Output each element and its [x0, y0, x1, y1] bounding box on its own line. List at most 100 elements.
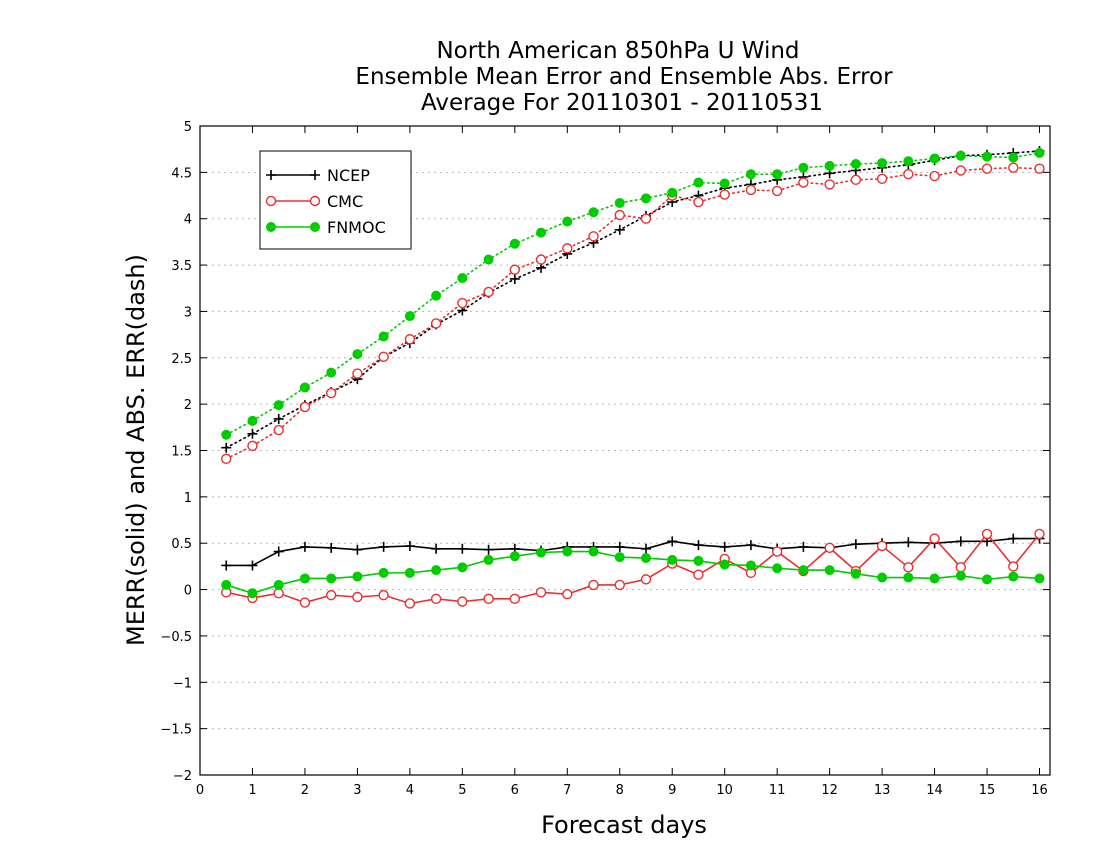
y-tick-label: −0.5: [160, 630, 192, 645]
fnmoc-merr-point: [299, 573, 310, 584]
ncep-merr-line: [226, 537, 1040, 567]
fnmoc-merr-point: [1034, 573, 1045, 584]
fnmoc-merr-point: [640, 553, 651, 564]
ncep-merr-point: [798, 541, 809, 552]
cmc-merr-point: [640, 574, 652, 585]
fnmoc-merr-point: [273, 579, 284, 590]
y-tick-label: −1: [173, 676, 192, 691]
legend-marker: [266, 170, 276, 180]
fnmoc-merr-point: [982, 574, 993, 585]
fnmoc-merr-point: [562, 546, 573, 557]
ncep-merr-point: [299, 541, 310, 552]
y-tick-label: 4.5: [171, 166, 192, 181]
cmc-merr-point: [981, 528, 993, 540]
fnmoc-merr-point: [457, 562, 468, 573]
cmc-abs-err-point: [430, 318, 442, 329]
fnmoc-abs-err-point: [667, 187, 678, 198]
legend-label: FNMOC: [327, 218, 386, 237]
y-tick-label: 5: [184, 120, 192, 135]
fnmoc-merr-point: [877, 572, 888, 583]
title-line-1: North American 850hPa U Wind: [436, 38, 799, 64]
x-tick-label: 15: [979, 783, 996, 798]
cmc-merr-point: [457, 596, 468, 607]
series-layer: [221, 146, 1045, 609]
cmc-merr-point: [352, 591, 363, 603]
cmc-merr-point: [562, 589, 573, 600]
cmc-merr-point: [955, 562, 967, 573]
cmc-abs-err-point: [981, 163, 993, 174]
y-tick-label: −1.5: [160, 723, 192, 738]
x-tick-label: 3: [353, 783, 361, 798]
fnmoc-abs-err-point: [562, 216, 573, 227]
fnmoc-abs-err-point: [326, 367, 337, 378]
fnmoc-merr-point: [221, 579, 232, 590]
cmc-abs-err-point: [378, 351, 389, 363]
fnmoc-abs-err-point: [457, 273, 468, 284]
cmc-abs-err-point: [955, 165, 967, 176]
fnmoc-abs-err-point: [509, 238, 520, 249]
cmc-abs-err-point: [771, 185, 783, 197]
x-tick-label: 12: [821, 783, 838, 798]
cmc-abs-err-point: [903, 169, 914, 180]
cmc-merr-point: [404, 598, 416, 609]
cmc-merr-point: [588, 579, 599, 591]
fnmoc-merr-point: [929, 573, 940, 584]
fnmoc-merr-point: [326, 573, 337, 584]
fnmoc-abs-err-point: [877, 158, 888, 169]
cmc-merr-point: [273, 588, 284, 599]
cmc-abs-err-point: [352, 368, 363, 379]
cmc-abs-err-point: [850, 174, 862, 185]
ncep-merr-point: [404, 540, 415, 551]
y-tick-label: 3: [184, 305, 192, 320]
ncep-merr-point: [221, 560, 232, 571]
ncep-abs-err-point: [273, 413, 284, 424]
cmc-merr-point: [929, 533, 940, 544]
fnmoc-abs-err-point: [745, 169, 756, 180]
cmc-merr-point: [325, 589, 337, 601]
fnmoc-abs-err-point: [483, 254, 494, 265]
fnmoc-abs-err-point: [824, 160, 835, 171]
cmc-abs-err-point: [273, 424, 284, 436]
ncep-merr-point: [326, 542, 337, 553]
legend: NCEP CMC FNMOC: [259, 150, 412, 250]
fnmoc-merr-point: [772, 563, 783, 574]
fnmoc-merr-point: [693, 555, 704, 566]
ncep-merr-point: [614, 541, 625, 552]
cmc-merr-point: [876, 540, 888, 552]
fnmoc-merr-point: [903, 572, 914, 583]
legend-marker: [265, 195, 277, 207]
cmc-abs-err-point: [614, 209, 625, 221]
y-tick-label: 0: [184, 584, 192, 599]
fnmoc-merr-point: [850, 568, 861, 579]
fnmoc-merr-point: [588, 546, 599, 557]
x-tick-label: 16: [1031, 783, 1048, 798]
x-tick-label: 1: [248, 783, 256, 798]
fnmoc-merr-point: [247, 588, 258, 599]
fnmoc-merr-point: [824, 565, 835, 576]
cmc-abs-err-point: [640, 213, 652, 224]
legend-label: NCEP: [327, 166, 370, 185]
cmc-merr-point: [378, 589, 389, 601]
ncep-merr-point: [745, 540, 756, 551]
cmc-abs-err-point: [798, 177, 809, 188]
fnmoc-abs-err-point: [221, 429, 232, 440]
y-tick-label: 0.5: [171, 537, 192, 552]
cmc-merr-point: [903, 562, 914, 573]
ncep-merr-point: [955, 536, 966, 547]
y-tick-label: 1.5: [171, 445, 192, 460]
x-axis-title: Forecast days: [541, 811, 707, 839]
x-tick-label: 4: [406, 783, 414, 798]
fnmoc-abs-err-point: [299, 382, 310, 393]
fnmoc-merr-point: [719, 559, 730, 570]
fnmoc-merr-point: [509, 551, 520, 562]
cmc-merr-point: [614, 579, 625, 591]
ncep-merr-point: [903, 537, 914, 548]
ncep-merr-point: [1008, 533, 1019, 544]
legend-item-fnmoc: FNMOC: [266, 218, 386, 237]
legend-marker: [310, 222, 320, 232]
fnmoc-merr-point: [404, 567, 415, 578]
ncep-merr-point: [483, 544, 494, 555]
y-tick-label: 3.5: [171, 259, 192, 274]
cmc-abs-err-point: [719, 189, 730, 200]
